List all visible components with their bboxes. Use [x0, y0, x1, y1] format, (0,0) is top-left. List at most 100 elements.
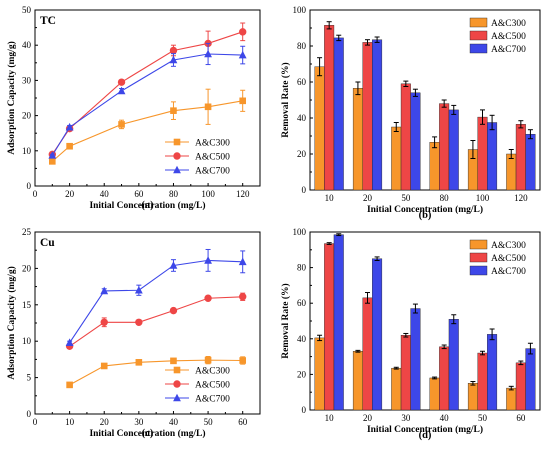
- legend-label: A&C500: [195, 381, 230, 391]
- legend-item-2: A&C700: [469, 43, 526, 55]
- bar: [314, 66, 325, 191]
- data-point: [48, 151, 57, 159]
- bar: [515, 124, 526, 191]
- bar: [429, 377, 440, 411]
- x-axis-title: Initial Concentration (mg/L): [367, 204, 483, 215]
- legend-label: A&C700: [195, 167, 230, 177]
- bar: [391, 367, 402, 411]
- panel-label: (d): [419, 430, 432, 441]
- legend-item-1: A&C500: [165, 152, 230, 163]
- y-tick-label: 60: [297, 77, 307, 87]
- bar: [391, 126, 402, 191]
- legend-label: A&C500: [491, 32, 526, 42]
- legend-swatch: [469, 239, 488, 250]
- x-tick-label: 0: [33, 417, 38, 427]
- y-tick-label: 20: [297, 149, 307, 159]
- data-point: [169, 261, 178, 269]
- legend-label: A&C700: [195, 395, 230, 405]
- data-point: [238, 50, 247, 59]
- y-tick-label: 40: [297, 113, 307, 123]
- data-point: [204, 103, 212, 111]
- data-point: [118, 121, 125, 128]
- x-tick-label: 80: [169, 189, 179, 199]
- bar: [506, 387, 517, 411]
- series-line: [69, 259, 243, 343]
- data-point: [65, 338, 74, 346]
- panel-label: (b): [419, 210, 432, 221]
- legend-label: A&C300: [195, 367, 230, 377]
- legend-swatch: [469, 17, 488, 28]
- x-axis-title: Initial Concentration (mg/L): [89, 200, 205, 211]
- bar: [314, 337, 325, 411]
- data-point: [134, 285, 143, 294]
- legend-marker: [173, 152, 181, 160]
- bar: [439, 103, 450, 191]
- x-tick-label: 0: [33, 189, 38, 199]
- x-tick-label: 60: [238, 417, 248, 427]
- bar: [362, 297, 373, 411]
- legend-item-0: A&C300: [165, 139, 230, 149]
- x-tick-label: 20: [65, 189, 75, 199]
- series-0: [66, 355, 246, 389]
- chart-panel-0: 0 20 40 60 80 100 120 0 10 20 30 40 50 Initial Concen…: [6, 5, 261, 211]
- x-tick-label: 80: [440, 193, 450, 203]
- corner-label: Cu: [40, 237, 55, 249]
- bar: [477, 116, 488, 191]
- x-tick-label: 60: [134, 189, 144, 199]
- x-tick-label: 30: [134, 417, 144, 427]
- x-tick-label: 20: [363, 413, 373, 423]
- x-tick-label: 120: [514, 193, 528, 203]
- y-tick-label: 40: [297, 334, 307, 344]
- x-tick-label: 10: [65, 417, 75, 427]
- legend-marker: [173, 138, 181, 146]
- bar: [400, 335, 411, 411]
- bar: [525, 348, 536, 411]
- data-point: [117, 86, 126, 95]
- data-point: [66, 381, 73, 389]
- legend-swatch: [469, 30, 488, 41]
- bar: [410, 92, 421, 191]
- legend-marker: [173, 165, 181, 174]
- corner-label: TC: [40, 15, 56, 27]
- x-tick-label: 20: [363, 193, 373, 203]
- panel-label: (c): [142, 428, 154, 439]
- bar: [439, 346, 450, 411]
- y-tick-label: 30: [22, 75, 32, 85]
- data-point: [117, 78, 126, 86]
- y-tick-label: 0: [302, 185, 307, 195]
- legend-label: A&C700: [491, 267, 526, 277]
- bar: [352, 351, 363, 411]
- x-tick-label: 40: [100, 189, 110, 199]
- bar: [352, 88, 363, 191]
- data-point: [100, 318, 108, 326]
- y-tick-label: 40: [22, 40, 32, 50]
- y-tick-label: 50: [22, 5, 32, 15]
- y-tick-label: 25: [22, 227, 32, 237]
- data-point: [238, 257, 247, 266]
- series-line: [69, 359, 243, 386]
- data-point: [204, 49, 212, 58]
- x-tick-label: 40: [440, 413, 450, 423]
- legend-label: A&C300: [491, 241, 526, 251]
- data-point: [135, 359, 143, 366]
- data-point: [238, 28, 247, 36]
- y-tick-label: 10: [22, 336, 32, 346]
- y-tick-label: 10: [22, 146, 32, 156]
- y-tick-label: 100: [293, 5, 307, 15]
- legend-marker: [173, 393, 181, 402]
- y-tick-label: 0: [27, 409, 32, 419]
- series-line: [51, 31, 243, 155]
- data-point: [65, 122, 74, 131]
- y-tick-label: 20: [297, 369, 307, 379]
- series-line: [51, 53, 243, 156]
- data-point: [239, 357, 246, 364]
- x-tick-label: 10: [325, 193, 335, 203]
- bar: [372, 258, 383, 411]
- bar: [324, 243, 335, 411]
- legend-marker: [173, 380, 181, 388]
- series-2: [65, 248, 247, 346]
- series-line: [69, 296, 243, 347]
- series-2: [48, 42, 247, 159]
- legend-label: A&C300: [195, 139, 230, 149]
- bar: [525, 133, 536, 191]
